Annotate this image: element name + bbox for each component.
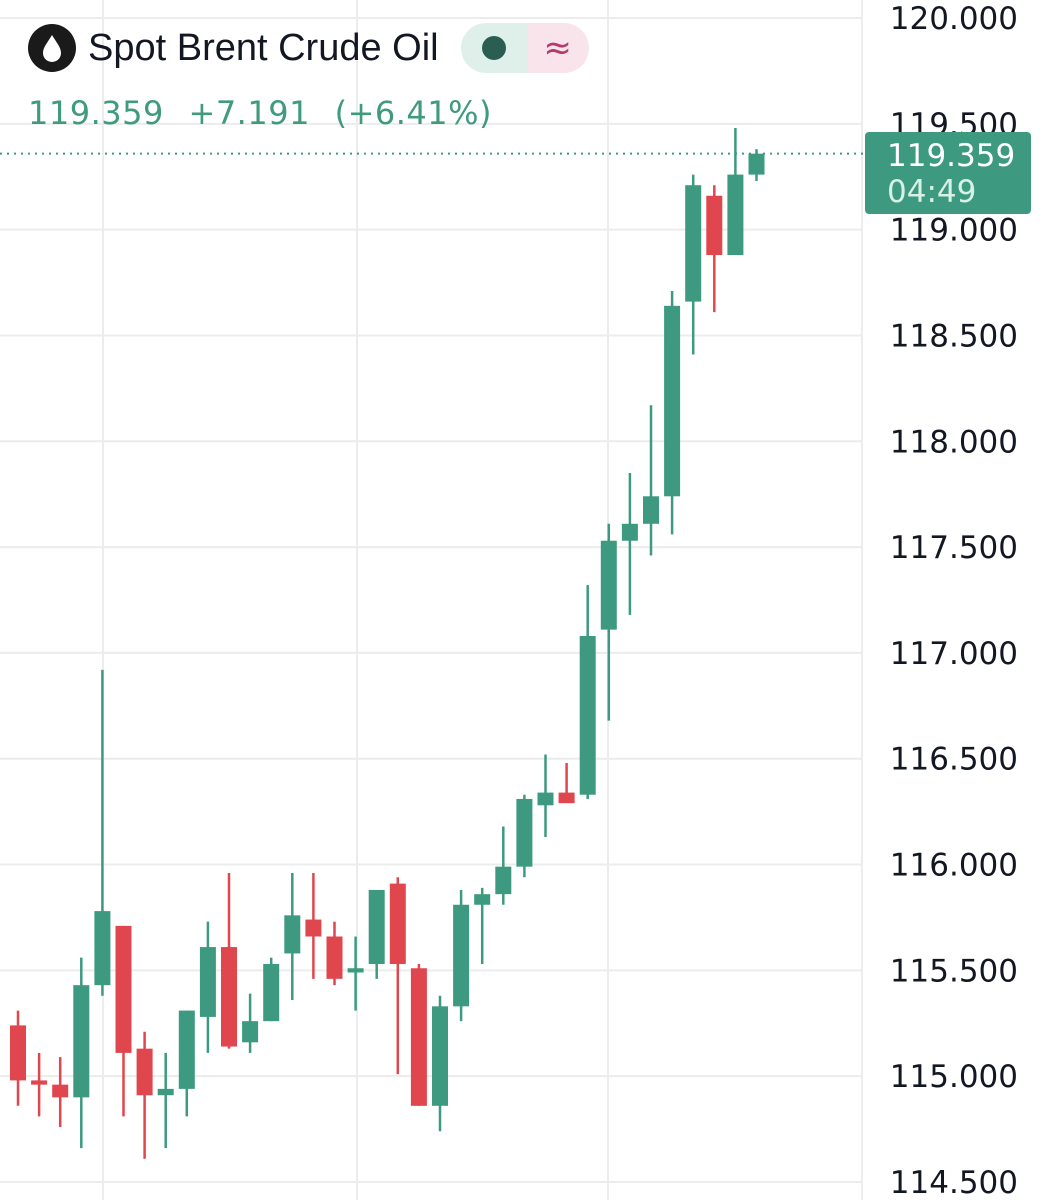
symbol-title[interactable]: Spot Brent Crude Oil xyxy=(88,26,439,69)
price-change-percent: (+6.41%) xyxy=(334,94,493,132)
y-tick-label: 116.000 xyxy=(890,848,1018,884)
oil-drop-icon xyxy=(28,24,76,72)
price-axis[interactable]: 120.000119.500119.000118.500118.000117.5… xyxy=(890,1,1018,1200)
candle-body-down xyxy=(706,195,723,256)
y-tick-label: 116.500 xyxy=(890,742,1018,778)
candle-body-down xyxy=(326,936,343,979)
candles xyxy=(10,128,765,1159)
y-tick-label: 119.000 xyxy=(890,213,1018,249)
y-tick-label: 117.500 xyxy=(890,530,1018,566)
candle-body-down xyxy=(115,925,132,1053)
candle-body-up xyxy=(94,911,111,986)
candle-body-down xyxy=(31,1080,48,1085)
candle-body-up xyxy=(537,792,554,806)
candle-body-up xyxy=(347,968,364,973)
price-change: +7.191 xyxy=(188,94,310,132)
y-tick-label: 115.500 xyxy=(890,953,1018,989)
last-price: 119.359 xyxy=(28,94,164,132)
y-tick-label: 120.000 xyxy=(890,1,1018,37)
candle-body-up xyxy=(664,305,681,497)
candle-body-up xyxy=(284,915,301,954)
candle-body-down xyxy=(221,947,237,1047)
candle-body-up xyxy=(157,1088,174,1096)
candle-body-up xyxy=(600,540,617,630)
y-tick-label: 114.500 xyxy=(890,1165,1018,1200)
y-tick-label: 115.000 xyxy=(890,1059,1018,1095)
candle-body-down xyxy=(136,1048,153,1096)
candle-body-up xyxy=(685,185,702,302)
candle-body-down xyxy=(410,968,427,1106)
grid-lines xyxy=(0,0,863,1200)
candle-body-up xyxy=(263,964,280,1022)
quote-line: 119.359 +7.191 (+6.41%) xyxy=(28,94,589,132)
market-status-pill[interactable]: ≈ xyxy=(460,23,589,73)
candle-body-up xyxy=(474,894,491,905)
candle-body-up xyxy=(516,798,533,867)
symbol-title-row[interactable]: Spot Brent Crude Oil ≈ xyxy=(28,23,589,73)
candle-body-up xyxy=(453,904,470,1007)
candle-body-down xyxy=(558,792,575,804)
current-price-value: 119.359 xyxy=(887,138,1016,174)
candle-body-up xyxy=(643,496,659,524)
candle-body-up xyxy=(495,866,512,895)
candle-body-up xyxy=(242,1021,259,1043)
candle-body-up xyxy=(621,523,638,541)
candle-body-up xyxy=(368,889,385,965)
candle-body-up xyxy=(579,635,596,795)
y-tick-label: 118.000 xyxy=(890,424,1018,460)
candle-body-down xyxy=(52,1084,69,1098)
approx-wave-icon: ≈ xyxy=(526,23,589,73)
candle-body-up xyxy=(748,153,765,175)
current-price-label: 119.359 04:49 xyxy=(865,132,1031,214)
y-tick-label: 117.000 xyxy=(890,636,1018,672)
chart-header: Spot Brent Crude Oil ≈ 119.359 +7.191 (+… xyxy=(28,23,589,132)
candle-body-up xyxy=(727,174,744,256)
candle-body-down xyxy=(389,883,406,965)
candle-body-up xyxy=(199,947,216,1017)
candle-body-up xyxy=(73,985,90,1098)
candle-body-up xyxy=(178,1010,195,1089)
market-status-dot-icon xyxy=(460,23,527,73)
bar-countdown: 04:49 xyxy=(887,174,977,210)
candle-body-down xyxy=(305,919,322,937)
candle-body-down xyxy=(10,1025,26,1081)
y-tick-label: 118.500 xyxy=(890,318,1018,354)
candle-body-up xyxy=(432,1006,448,1106)
